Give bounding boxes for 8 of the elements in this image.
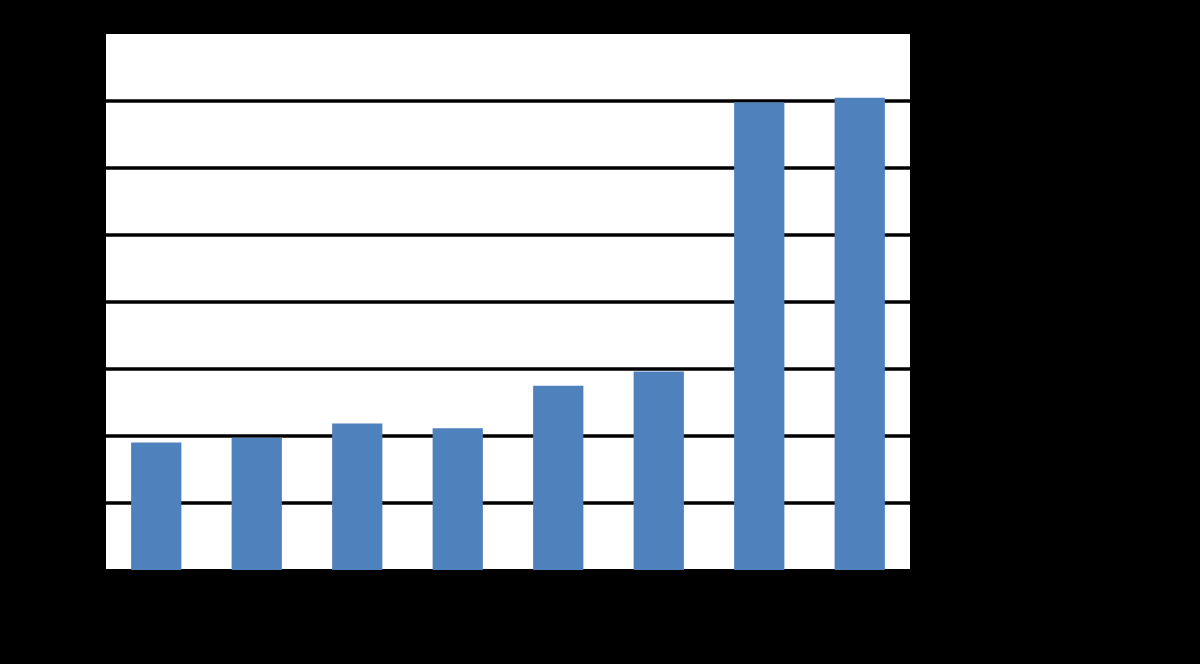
bar — [734, 102, 785, 570]
bar — [633, 371, 684, 570]
bar — [131, 442, 182, 570]
bar — [432, 428, 483, 570]
bar — [231, 437, 282, 570]
bar — [533, 385, 584, 570]
bar — [332, 423, 383, 570]
bar — [834, 97, 885, 570]
